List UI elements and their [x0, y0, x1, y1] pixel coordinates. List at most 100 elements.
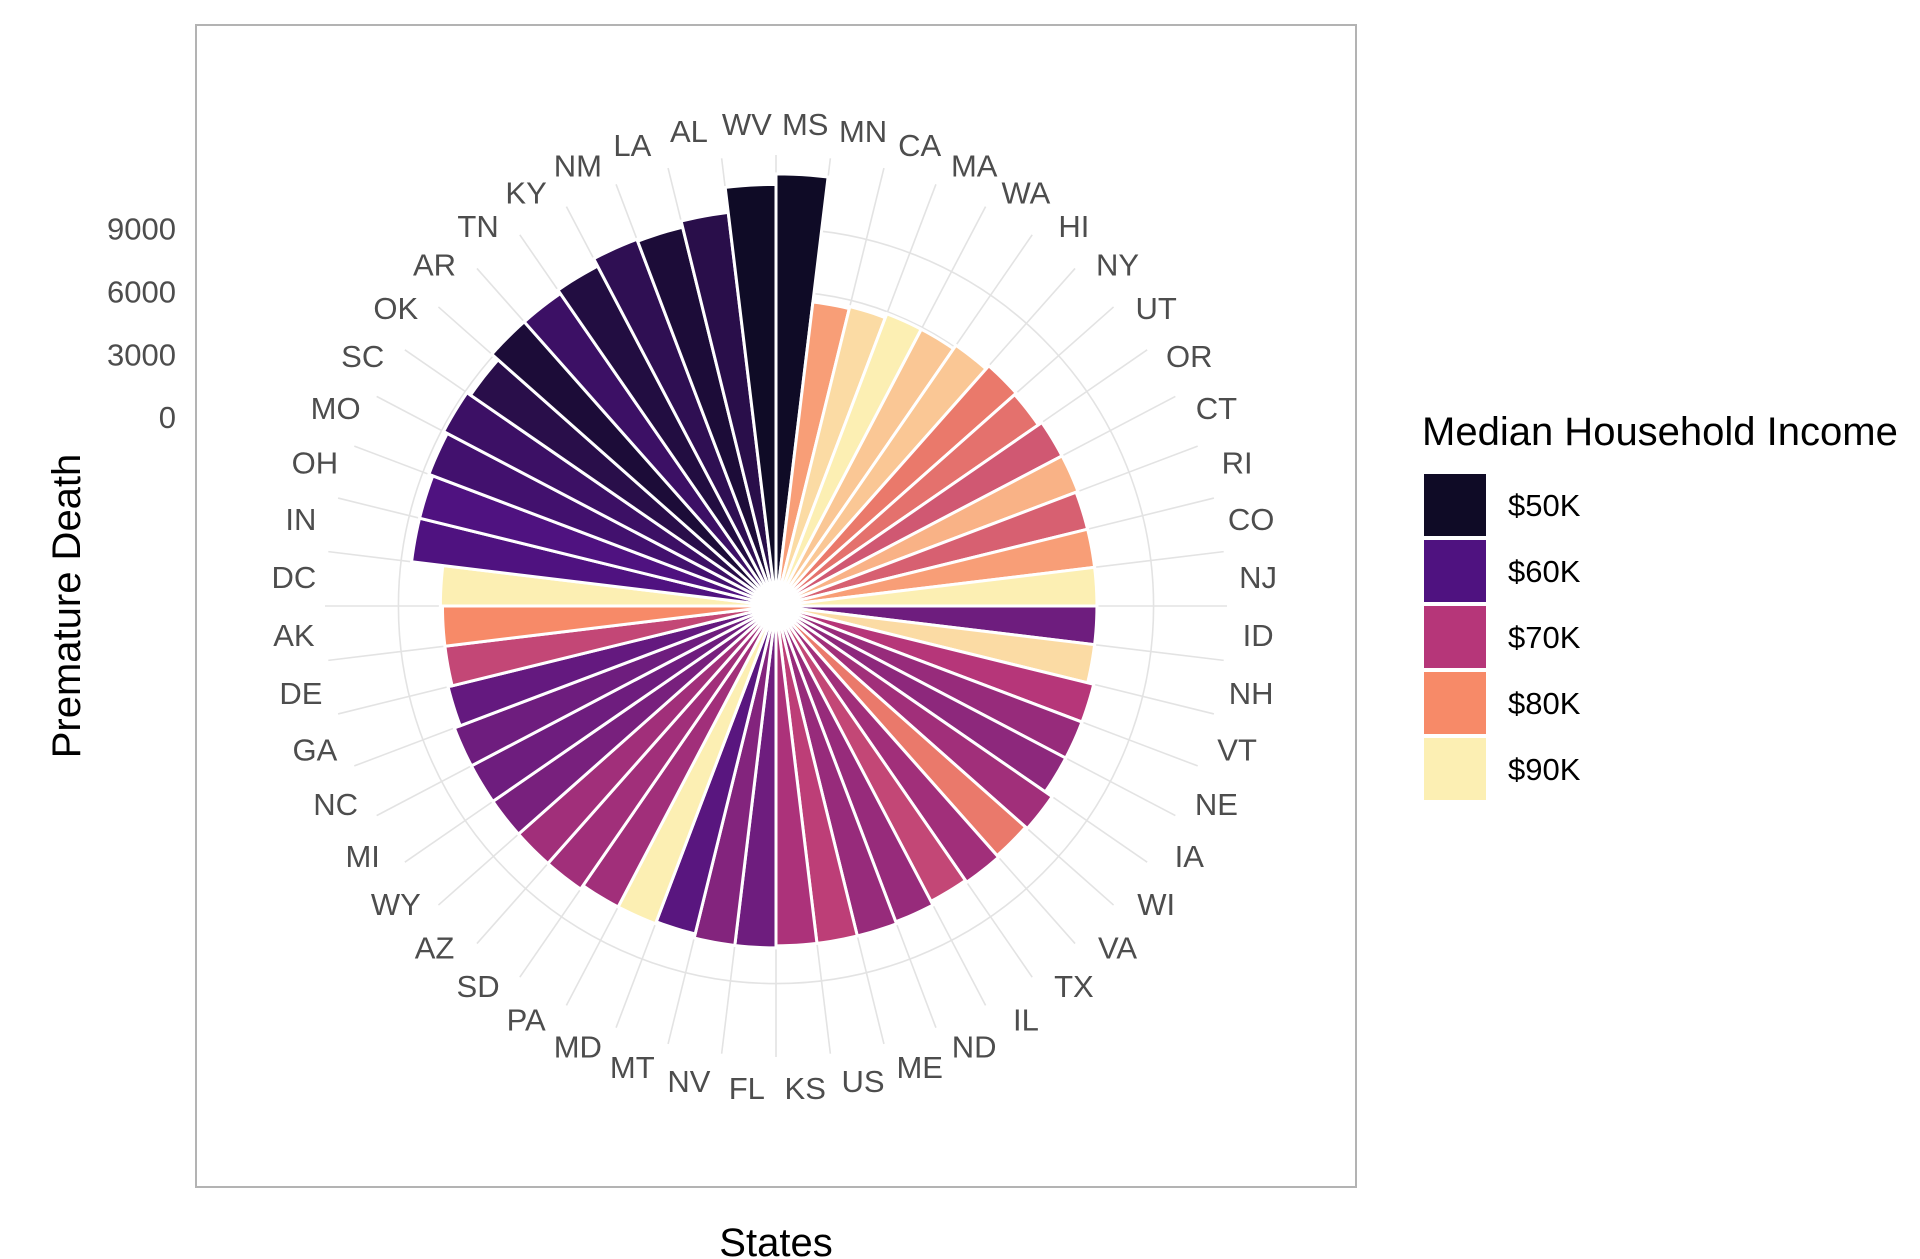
- y-axis-title: Premature Death: [45, 454, 89, 759]
- bar-pa: [580, 605, 778, 909]
- bars: [409, 172, 1099, 950]
- state-label-ks: KS: [785, 1071, 826, 1106]
- state-label-ut: UT: [1136, 291, 1177, 326]
- bar-ak: [440, 604, 777, 648]
- state-label-de: DE: [279, 676, 322, 711]
- bar-ar: [489, 319, 778, 608]
- state-label-mn: MN: [839, 114, 887, 149]
- bar-mi: [469, 604, 777, 804]
- bar-ky: [555, 264, 778, 607]
- bar-la: [635, 225, 778, 607]
- legend-swatch: [1424, 672, 1486, 734]
- legend-swatch: [1424, 738, 1486, 800]
- state-label-nm: NM: [554, 149, 602, 184]
- bar-va: [774, 604, 1028, 858]
- legend-label: $70K: [1508, 620, 1581, 655]
- bar-tn: [522, 291, 778, 607]
- state-label-ne: NE: [1195, 787, 1238, 822]
- state-label-ky: KY: [505, 176, 546, 211]
- legend-label: $60K: [1508, 554, 1581, 589]
- state-label-dc: DC: [272, 560, 317, 595]
- bar-al: [679, 210, 778, 607]
- bar-ut: [775, 392, 1041, 608]
- bar-hi: [774, 343, 989, 607]
- state-label-ny: NY: [1096, 248, 1139, 283]
- state-label-pa: PA: [507, 1002, 546, 1037]
- state-label-nj: NJ: [1239, 560, 1277, 595]
- bar-ne: [775, 604, 1084, 761]
- state-label-ok: OK: [373, 291, 418, 326]
- bar-tx: [774, 605, 1001, 885]
- bar-wa: [774, 327, 956, 607]
- bar-co: [775, 527, 1097, 608]
- bar-az: [516, 604, 778, 866]
- legend-title: Median Household Income: [1422, 410, 1898, 454]
- state-label-tx: TX: [1054, 969, 1094, 1004]
- y-tick-label: 3000: [107, 337, 176, 372]
- legend-swatch: [1424, 540, 1486, 602]
- state-label-ia: IA: [1175, 839, 1205, 874]
- state-label-al: AL: [670, 114, 708, 149]
- y-tick-label: 6000: [107, 274, 176, 309]
- state-label-la: LA: [613, 128, 651, 163]
- bar-ks: [774, 605, 819, 948]
- state-label-co: CO: [1228, 502, 1275, 537]
- state-label-nv: NV: [667, 1064, 710, 1099]
- legend-label: $90K: [1508, 752, 1581, 787]
- bar-ny: [774, 363, 1019, 608]
- legend-swatch: [1424, 606, 1486, 668]
- state-label-wi: WI: [1137, 887, 1175, 922]
- state-label-me: ME: [896, 1050, 943, 1085]
- state-label-ak: AK: [273, 618, 315, 653]
- state-label-wv: WV: [722, 107, 772, 142]
- bar-nm: [591, 237, 778, 607]
- legend-swatch: [1424, 474, 1486, 536]
- state-label-ca: CA: [898, 128, 941, 163]
- state-label-sd: SD: [457, 969, 500, 1004]
- bar-us: [774, 605, 860, 946]
- bar-wv: [723, 182, 778, 607]
- x-axis-title: States: [719, 1221, 832, 1259]
- y-axis-ticks: 0 3000 6000 9000: [107, 211, 176, 435]
- bar-il: [774, 605, 968, 904]
- bar-sd: [545, 605, 778, 892]
- state-label-wa: WA: [1002, 176, 1051, 211]
- bar-ga: [446, 604, 777, 728]
- bar-wi: [775, 604, 1055, 831]
- state-label-nh: NH: [1229, 676, 1274, 711]
- y-tick-label: 0: [159, 400, 176, 435]
- state-label-oh: OH: [292, 445, 339, 480]
- state-label-ga: GA: [293, 733, 338, 768]
- state-label-ma: MA: [951, 149, 998, 184]
- state-label-mi: MI: [345, 839, 379, 874]
- bar-wy: [490, 604, 777, 837]
- state-label-hi: HI: [1058, 209, 1089, 244]
- state-label-ms: MS: [782, 107, 829, 142]
- state-label-us: US: [842, 1064, 885, 1099]
- state-label-in: IN: [285, 502, 316, 537]
- bar-ma: [774, 311, 924, 607]
- state-label-ar: AR: [413, 248, 456, 283]
- state-label-mt: MT: [610, 1050, 655, 1085]
- state-label-nc: NC: [313, 787, 358, 822]
- state-label-va: VA: [1098, 931, 1137, 966]
- bar-or: [775, 420, 1065, 608]
- bar-ct: [775, 453, 1080, 608]
- state-label-az: AZ: [415, 931, 455, 966]
- state-label-ct: CT: [1196, 391, 1237, 426]
- y-tick-label: 9000: [107, 211, 176, 246]
- state-label-tn: TN: [457, 209, 498, 244]
- state-label-sc: SC: [341, 339, 384, 374]
- state-label-or: OR: [1166, 339, 1213, 374]
- bar-me: [774, 605, 899, 938]
- state-label-il: IL: [1013, 1002, 1039, 1037]
- state-label-md: MD: [554, 1029, 602, 1064]
- bar-ok: [468, 357, 777, 608]
- state-label-mo: MO: [311, 391, 361, 426]
- legend-label: $50K: [1508, 488, 1581, 523]
- bar-mo: [426, 431, 777, 608]
- state-label-nd: ND: [952, 1029, 997, 1064]
- bar-nc: [452, 604, 777, 768]
